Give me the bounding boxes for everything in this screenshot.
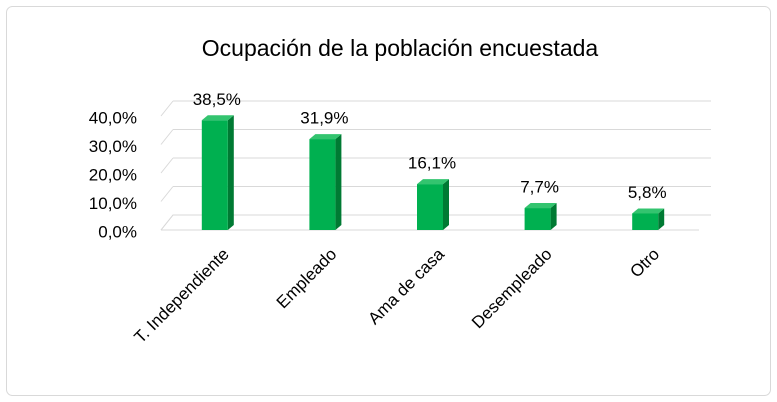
bar (417, 184, 443, 230)
bar-side (335, 134, 342, 230)
bar-top (632, 208, 665, 214)
bar-side (443, 179, 449, 230)
bar-side (658, 208, 665, 230)
grid-line-side (160, 100, 174, 117)
bar (309, 139, 336, 230)
data-label: 31,9% (300, 109, 348, 128)
chart-border (6, 6, 771, 396)
bar-top (201, 115, 234, 121)
grid-line-side (160, 214, 174, 231)
data-label: 5,8% (628, 183, 667, 202)
y-tick-label: 10,0% (89, 194, 137, 213)
bar (524, 208, 551, 230)
bar (632, 213, 659, 230)
bar-top (524, 203, 557, 209)
data-label: 7,7% (520, 178, 559, 197)
y-tick-label: 40,0% (89, 108, 137, 127)
bar-side (550, 203, 557, 230)
y-tick-label: 30,0% (89, 137, 137, 156)
bar-side (227, 115, 234, 230)
bar (201, 120, 228, 230)
y-tick-label: 20,0% (89, 165, 137, 184)
grid-line-side (160, 186, 174, 202)
y-tick-label: 0,0% (98, 222, 137, 241)
bar-top (309, 134, 342, 140)
bar-top (417, 179, 449, 185)
grid-line-side (160, 129, 174, 145)
chart-title: Ocupación de la población encuestada (202, 35, 599, 61)
data-label: 16,1% (408, 154, 456, 173)
data-label: 38,5% (193, 90, 241, 109)
grid-line-side (160, 157, 174, 174)
